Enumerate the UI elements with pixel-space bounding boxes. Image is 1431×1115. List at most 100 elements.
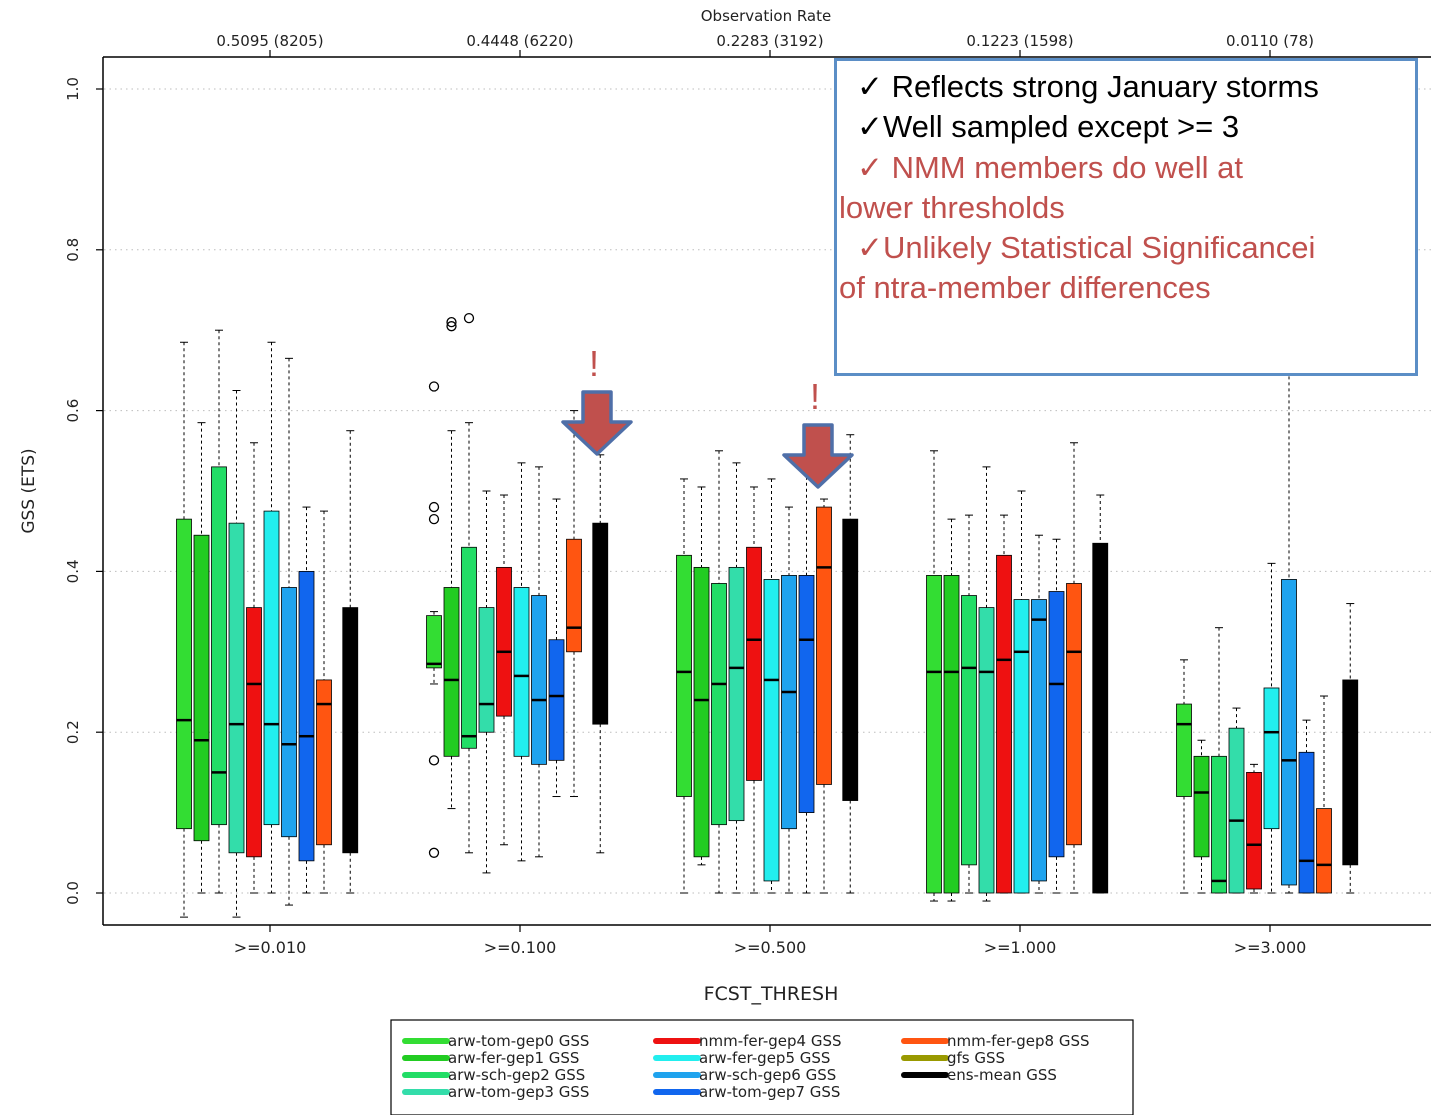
arrow-layer: !! [561, 343, 854, 489]
outlier-point [428, 501, 440, 513]
box-nmm-fer-gep8 [1066, 583, 1082, 846]
legend-label: arw-fer-gep1 GSS [448, 1049, 579, 1067]
box-ens-mean [342, 607, 359, 854]
annotation-box: ✓ Reflects strong January storms ✓Well sa… [834, 58, 1418, 376]
legend-item: arw-fer-gep1 GSS [402, 1049, 579, 1067]
x-tick-label: >=0.100 [484, 938, 557, 957]
legend-label: arw-sch-gep2 GSS [448, 1066, 585, 1084]
box-arw-sch-gep6 [281, 587, 297, 838]
y-axis-label: GSS (ETS) [19, 448, 39, 533]
box-nmm-fer-gep8 [566, 538, 582, 653]
box-arw-fer-gep1 [193, 534, 210, 842]
outlier-point [446, 321, 457, 332]
legend-item: arw-sch-gep2 GSS [402, 1066, 585, 1084]
legend-label: arw-tom-gep0 GSS [448, 1032, 589, 1050]
y-tick-label: 0.6 [64, 399, 82, 423]
box-arw-fer-gep1 [943, 575, 960, 894]
legend-label: arw-fer-gep5 GSS [699, 1049, 830, 1067]
box-arw-fer-gep5 [1013, 599, 1030, 894]
box-nmm-fer-gep4 [246, 607, 262, 858]
box-arw-sch-gep6 [1031, 599, 1047, 882]
box-arw-fer-gep5 [763, 579, 780, 882]
top-axis: 0.5095 (8205) 0.4448 (6220) 0.2283 (3192) 0… [216, 32, 1314, 57]
top-axis-title: Observation Rate [701, 7, 832, 25]
x-tick-label: >=0.500 [734, 938, 807, 957]
annotation-line: ✓ NMM members do well at [857, 149, 1244, 185]
x-axis-label: FCST_THRESH [704, 983, 839, 1005]
y-axis: 0.0 0.2 0.4 0.6 0.8 1.0 [64, 77, 103, 905]
y-tick-label: 0.8 [64, 238, 82, 262]
arrow-shape [782, 423, 854, 489]
legend-item: arw-fer-gep5 GSS [653, 1049, 830, 1067]
box-arw-tom-gep0 [426, 615, 442, 669]
box-arw-sch-gep2 [1211, 755, 1227, 894]
box-arw-tom-gep7 [1298, 751, 1315, 894]
x-tick-label: >=0.010 [234, 938, 307, 957]
box-arw-tom-gep3 [478, 607, 495, 733]
legend-label: arw-tom-gep3 GSS [448, 1083, 589, 1101]
arrow-label: ! [589, 343, 599, 384]
x-axis: >=0.010 >=0.100 >=0.500 >=1.000 >=3.000 [234, 925, 1306, 957]
box-nmm-fer-gep8 [816, 506, 832, 785]
legend-label: gfs GSS [947, 1049, 1005, 1067]
box-ens-mean [1092, 542, 1109, 894]
top-tick-label: 0.0110 (78) [1226, 32, 1314, 50]
annotation-line: ✓Well sampled except >= 3 [857, 109, 1240, 145]
box-arw-sch-gep2 [711, 583, 727, 826]
outlier-point [463, 312, 475, 324]
legend-item: arw-tom-gep7 GSS [653, 1083, 840, 1101]
highlight-arrow: ! [782, 376, 854, 489]
top-tick-label: 0.1223 (1598) [966, 32, 1073, 50]
top-tick-label: 0.4448 (6220) [466, 32, 573, 50]
box-arw-tom-gep7 [298, 571, 315, 862]
annotation-line: lower thresholds [839, 189, 1065, 225]
annotation-line: ✓Unlikely Statistical Significancei [857, 230, 1316, 266]
legend-label: nmm-fer-gep8 GSS [947, 1032, 1090, 1050]
box-arw-tom-gep7 [548, 639, 565, 761]
box-arw-fer-gep5 [263, 510, 280, 826]
legend-item: gfs GSS [901, 1049, 1005, 1067]
legend-frame [390, 1019, 1134, 1115]
box-arw-fer-gep1 [1193, 755, 1210, 858]
box-arw-tom-gep3 [728, 566, 745, 822]
legend-item: arw-tom-gep3 GSS [402, 1083, 589, 1101]
box-nmm-fer-gep4 [496, 566, 512, 717]
box-arw-tom-gep0 [1176, 703, 1192, 797]
box-arw-tom-gep7 [798, 575, 815, 813]
box-nmm-fer-gep4 [746, 546, 762, 781]
y-tick-label: 1.0 [64, 77, 82, 101]
box-arw-sch-gep2 [961, 595, 977, 866]
box-arw-tom-gep3 [978, 607, 995, 894]
box-arw-fer-gep5 [513, 587, 530, 757]
outlier-point [428, 513, 440, 525]
box-arw-tom-gep7 [1048, 591, 1065, 858]
box-arw-sch-gep2 [461, 546, 477, 749]
top-tick-label: 0.5095 (8205) [216, 32, 323, 50]
legend-item: arw-sch-gep6 GSS [653, 1066, 836, 1084]
legend-item: nmm-fer-gep8 GSS [901, 1032, 1090, 1050]
legend-label: ens-mean GSS [947, 1066, 1057, 1084]
top-tick-label: 0.2283 (3192) [716, 32, 823, 50]
box-arw-sch-gep6 [1281, 579, 1297, 886]
arrow-label: ! [810, 376, 820, 417]
box-arw-fer-gep1 [443, 587, 460, 757]
y-tick-label: 0.2 [64, 720, 82, 744]
annotation-line: ✓ Reflects strong January storms [857, 69, 1319, 104]
legend-item: ens-mean GSS [901, 1066, 1057, 1084]
legend-item: nmm-fer-gep4 GSS [653, 1032, 842, 1050]
box-nmm-fer-gep8 [1316, 808, 1332, 894]
box-nmm-fer-gep4 [996, 554, 1012, 894]
arrow-shape [561, 390, 633, 456]
box-arw-fer-gep1 [693, 566, 710, 858]
box-arw-tom-gep0 [176, 518, 192, 830]
box-ens-mean [592, 522, 609, 725]
box-arw-sch-gep2 [211, 466, 227, 826]
box-arw-tom-gep3 [1228, 727, 1245, 894]
box-ens-mean [842, 518, 859, 801]
outlier-point [428, 755, 440, 766]
box-arw-tom-gep0 [676, 554, 692, 797]
box-arw-sch-gep6 [781, 575, 797, 830]
legend-label: nmm-fer-gep4 GSS [699, 1032, 842, 1050]
